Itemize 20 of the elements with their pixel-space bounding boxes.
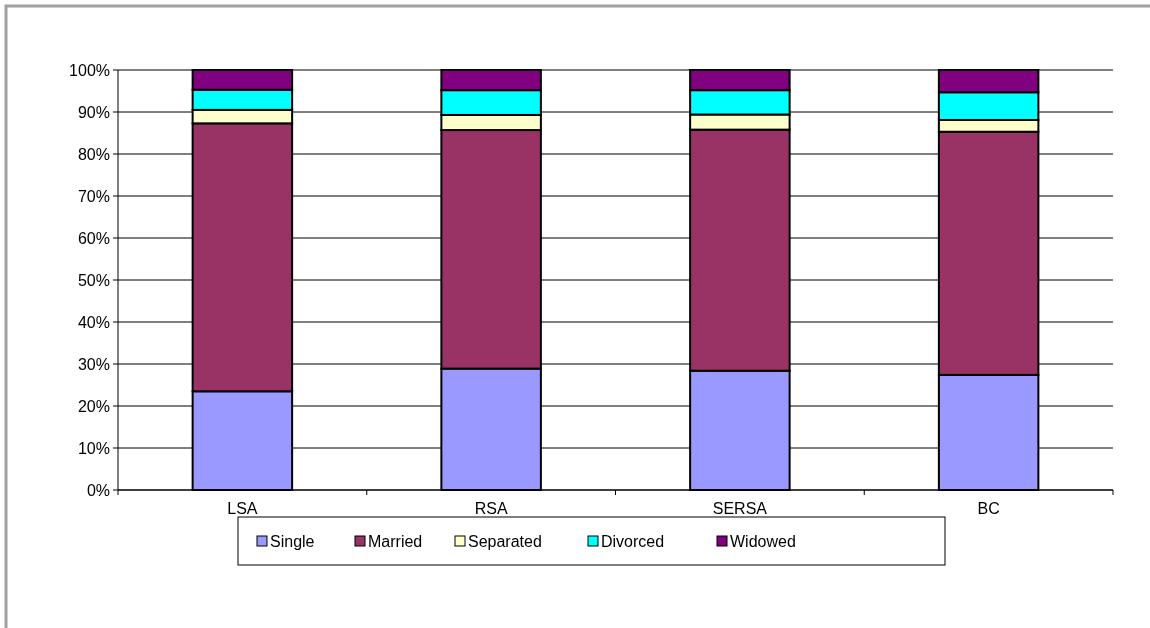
y-tick-label: 70% <box>77 187 110 205</box>
legend-label: Separated <box>468 532 542 550</box>
x-tick-label: SERSA <box>712 500 768 517</box>
y-tick-label: 40% <box>77 313 110 331</box>
y-tick-label: 10% <box>77 439 110 457</box>
y-tick-label: 30% <box>77 355 110 373</box>
legend-label: Divorced <box>601 532 665 550</box>
y-tick-label: 90% <box>77 103 110 121</box>
x-tick-label: RSA <box>474 500 508 517</box>
y-tick-label: 20% <box>77 397 110 415</box>
legend-label: Widowed <box>730 532 796 550</box>
legend-label: Married <box>368 532 423 550</box>
y-tick-label: 50% <box>77 271 110 289</box>
legend-label: Single <box>270 532 315 550</box>
y-tick-label: 0% <box>86 481 110 499</box>
y-tick-label: 80% <box>77 145 110 163</box>
x-tick-label: LSA <box>227 500 258 517</box>
x-tick-label: BC <box>977 500 1000 517</box>
y-tick-label: 60% <box>77 229 110 247</box>
y-tick-label: 100% <box>69 61 110 79</box>
